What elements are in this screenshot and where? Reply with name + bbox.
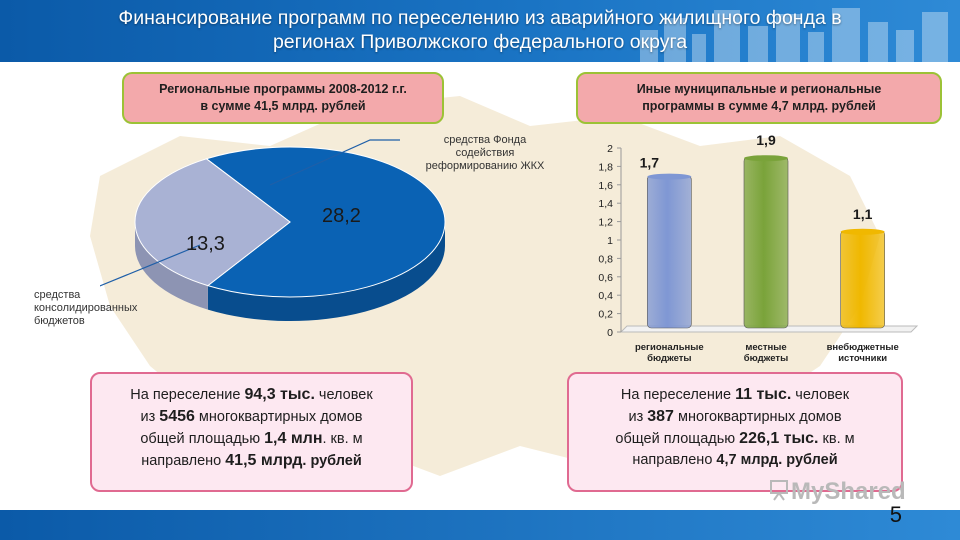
- left-info-line-3: общей площадью 1,4 млн. кв. м: [140, 430, 363, 447]
- bar-2: [840, 230, 885, 329]
- bar-value-label-0: 1,7: [640, 155, 660, 171]
- footer-bar: [0, 510, 960, 540]
- pie-leader-fund: [269, 139, 400, 186]
- y-tick-label: 0,8: [598, 253, 613, 265]
- bar-top-2: [840, 228, 885, 235]
- slide-title-line-2: регионах Приволжского федерального округ…: [272, 31, 688, 53]
- pie-label-budget: средства консолидированных бюджетов: [34, 289, 138, 327]
- y-tick-label: 2: [607, 143, 613, 155]
- left-info-box: На переселение 94,3 тыс. человек из 5456…: [90, 372, 413, 492]
- y-tick-label: 0,2: [598, 309, 613, 321]
- x-category-label-2: внебюджетные: [827, 342, 899, 353]
- right-info-box: На переселение 11 тыс. человек из 387 мн…: [567, 372, 903, 492]
- right-info-line-1: На переселение 11 тыс. человек: [620, 386, 850, 403]
- right-info-line-4: направлено 4,7 млрд. рублей: [632, 452, 838, 468]
- pie-leader-budget: [100, 244, 201, 287]
- slide-header: Финансирование программ по переселению и…: [0, 0, 960, 62]
- slide-title: Финансирование программ по переселению и…: [0, 6, 960, 54]
- page-number: 5: [889, 502, 902, 527]
- other-programs-line-1: Иные муниципальные и региональные: [636, 82, 882, 96]
- other-programs-line-2: программы в сумме 4,7 млрд. рублей: [642, 99, 876, 113]
- y-tick-label: 0: [607, 327, 613, 339]
- regional-programs-line-1: Региональные программы 2008-2012 г.г.: [159, 82, 407, 96]
- x-category-label-1: бюджеты: [744, 353, 788, 364]
- left-info-line-1: На переселение 94,3 тыс. человек: [130, 386, 373, 403]
- y-tick-label: 0,4: [598, 290, 613, 302]
- bar-0: [647, 175, 692, 329]
- regional-programs-line-2: в сумме 41,5 млрд. рублей: [200, 99, 366, 113]
- right-info-line-2: из 387 многоквартирных домов: [628, 408, 842, 425]
- bar-top-1: [744, 155, 788, 162]
- y-tick-label: 0,6: [598, 272, 613, 284]
- pie-slice-budget: [134, 158, 291, 287]
- regional-programs-box: Региональные программы 2008-2012 г.г. в …: [122, 72, 444, 124]
- y-tick-label: 1,4: [598, 198, 613, 210]
- myshared-logo: MyShared: [770, 478, 906, 506]
- bar-1: [743, 156, 789, 329]
- right-info-line-3: общей площадью 226,1 тыс. кв. м: [615, 430, 855, 447]
- y-tick-label: 1,6: [598, 180, 613, 192]
- y-tick-label: 1,8: [598, 161, 613, 173]
- x-category-label-1: местные: [745, 342, 786, 353]
- other-programs-box: Иные муниципальные и региональные програ…: [576, 72, 942, 124]
- bar-top-0: [647, 173, 692, 180]
- pie-slice-fund: [205, 146, 446, 298]
- other-programs-bar-chart: 0 0,2 0,4 0,6 0,8 1 1,2 1,4 1,6 1,8 2 1,7 региональн…: [598, 132, 919, 364]
- pie-slice-side-1: [135, 222, 208, 310]
- x-category-label-0: бюджеты: [647, 353, 691, 364]
- left-info-line-2: из 5456 многоквартирных домов: [140, 408, 363, 425]
- pie-value-budget: 13,3: [186, 233, 225, 255]
- pie-label-fund: средства Фонда содействия реформированию…: [425, 134, 545, 172]
- funding-pie-chart: [100, 139, 446, 321]
- left-info-line-4: направлено 41,5 млрд. рублей: [141, 452, 362, 469]
- presentation-board-icon: [770, 480, 788, 501]
- x-category-label-0: региональные: [635, 342, 704, 353]
- slide-title-line-1: Финансирование программ по переселению и…: [118, 7, 842, 29]
- y-tick-label: 1,2: [598, 217, 613, 229]
- pie-value-fund: 28,2: [322, 205, 361, 227]
- building-pattern-decoration: [640, 8, 948, 62]
- bar-value-label-1: 1,9: [756, 132, 776, 148]
- bar-value-label-2: 1,1: [853, 206, 873, 222]
- x-category-label-2: источники: [838, 353, 887, 364]
- y-tick-label: 1: [607, 235, 613, 247]
